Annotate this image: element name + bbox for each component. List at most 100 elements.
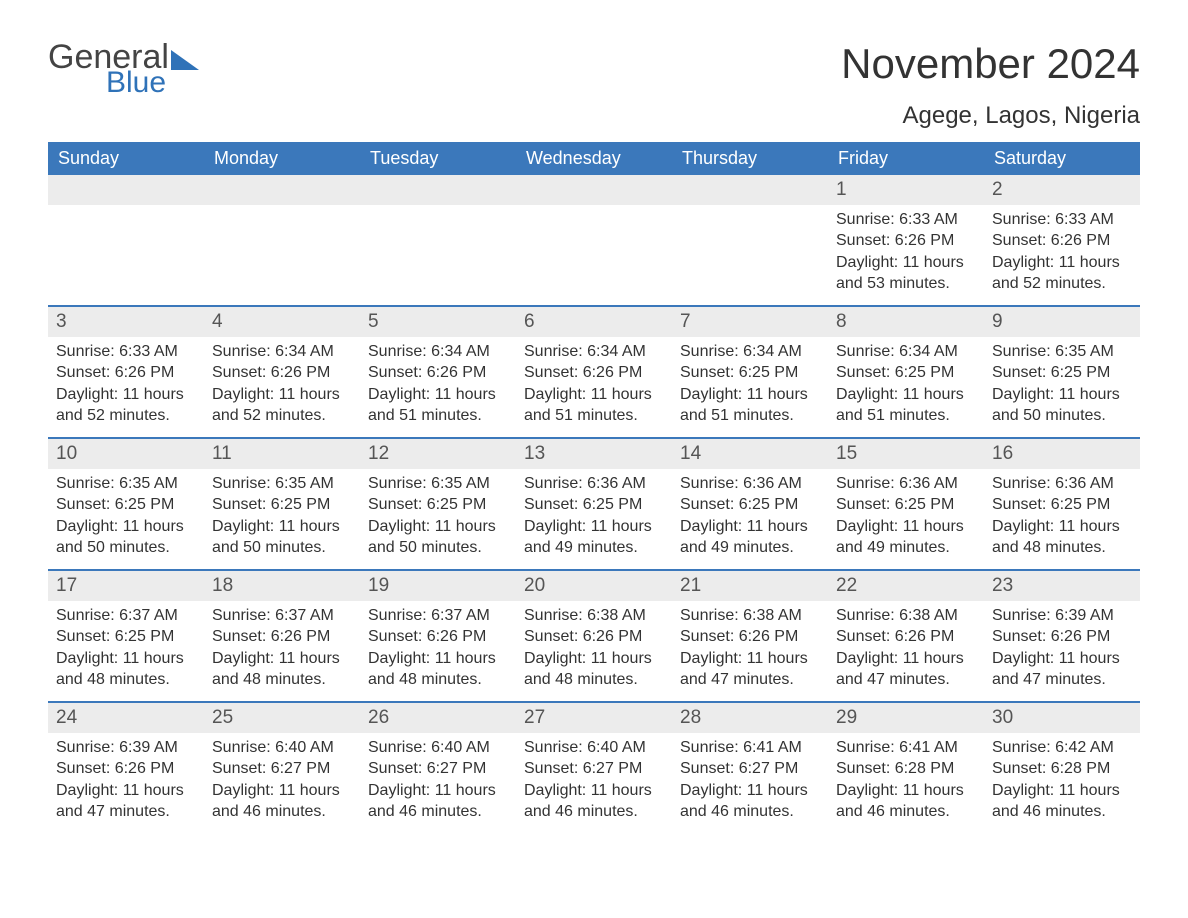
day-cell-6: 6Sunrise: 6:34 AMSunset: 6:26 PMDaylight… — [516, 307, 672, 437]
brand-blue: Blue — [106, 68, 199, 98]
day-cell-4: 4Sunrise: 6:34 AMSunset: 6:26 PMDaylight… — [204, 307, 360, 437]
sunrise-text: Sunrise: 6:34 AM — [212, 341, 352, 363]
day-empty — [48, 175, 204, 305]
sunrise-text: Sunrise: 6:40 AM — [212, 737, 352, 759]
day-body: Sunrise: 6:35 AMSunset: 6:25 PMDaylight:… — [204, 469, 360, 569]
daylight-text: Daylight: 11 hours and 46 minutes. — [212, 780, 352, 823]
day-number: 6 — [516, 307, 672, 337]
daylight-text: Daylight: 11 hours and 48 minutes. — [524, 648, 664, 691]
sunset-text: Sunset: 6:25 PM — [56, 494, 196, 516]
day-body: Sunrise: 6:34 AMSunset: 6:26 PMDaylight:… — [516, 337, 672, 437]
calendar: SundayMondayTuesdayWednesdayThursdayFrid… — [48, 142, 1140, 833]
sunset-text: Sunset: 6:25 PM — [992, 362, 1132, 384]
day-cell-27: 27 Sunrise: 6:40 AMSunset: 6:27 PMDayligh… — [516, 703, 672, 833]
sunrise-text: Sunrise: 6:40 AM — [524, 737, 664, 759]
daylight-text: Daylight: 11 hours and 46 minutes. — [836, 780, 976, 823]
day-body: Sunrise: 6:36 AMSunset: 6:25 PMDaylight:… — [516, 469, 672, 569]
day-body: Sunrise: 6:35 AMSunset: 6:25 PMDaylight:… — [360, 469, 516, 569]
sunrise-text: Sunrise: 6:39 AM — [992, 605, 1132, 627]
day-number: 18 — [204, 571, 360, 601]
day-empty — [204, 175, 360, 305]
daylight-text: Daylight: 11 hours and 49 minutes. — [680, 516, 820, 559]
day-body: Sunrise: 6:40 AMSunset: 6:27 PMDaylight:… — [204, 733, 360, 833]
daylight-text: Daylight: 11 hours and 50 minutes. — [992, 384, 1132, 427]
daylight-text: Daylight: 11 hours and 46 minutes. — [680, 780, 820, 823]
day-number: 7 — [672, 307, 828, 337]
sunrise-text: Sunrise: 6:38 AM — [524, 605, 664, 627]
day-body: Sunrise: 6:36 AMSunset: 6:25 PMDaylight:… — [672, 469, 828, 569]
sunrise-text: Sunrise: 6:34 AM — [836, 341, 976, 363]
day-number: 24 — [48, 703, 204, 733]
daylight-text: Daylight: 11 hours and 51 minutes. — [680, 384, 820, 427]
daylight-text: Daylight: 11 hours and 47 minutes. — [56, 780, 196, 823]
sunrise-text: Sunrise: 6:34 AM — [524, 341, 664, 363]
day-number: 21 — [672, 571, 828, 601]
weekday-wednesday: Wednesday — [516, 142, 672, 175]
day-body: Sunrise: 6:40 AMSunset: 6:27 PMDaylight:… — [360, 733, 516, 833]
day-number: 14 — [672, 439, 828, 469]
daylight-text: Daylight: 11 hours and 51 minutes. — [524, 384, 664, 427]
daylight-text: Daylight: 11 hours and 50 minutes. — [368, 516, 508, 559]
day-body: Sunrise: 6:38 AMSunset: 6:26 PMDaylight:… — [828, 601, 984, 701]
brand-sail-icon — [171, 50, 199, 70]
sunset-text: Sunset: 6:28 PM — [836, 758, 976, 780]
daylight-text: Daylight: 11 hours and 49 minutes. — [836, 516, 976, 559]
sunrise-text: Sunrise: 6:34 AM — [368, 341, 508, 363]
day-cell-22: 22Sunrise: 6:38 AMSunset: 6:26 PMDayligh… — [828, 571, 984, 701]
day-number — [516, 175, 672, 205]
day-number: 12 — [360, 439, 516, 469]
page-title: November 2024 — [841, 40, 1140, 88]
day-cell-9: 9Sunrise: 6:35 AMSunset: 6:25 PMDaylight… — [984, 307, 1140, 437]
sunrise-text: Sunrise: 6:33 AM — [836, 209, 976, 231]
day-cell-10: 10Sunrise: 6:35 AMSunset: 6:25 PMDayligh… — [48, 439, 204, 569]
weekday-thursday: Thursday — [672, 142, 828, 175]
sunset-text: Sunset: 6:26 PM — [524, 362, 664, 384]
day-number: 2 — [984, 175, 1140, 205]
daylight-text: Daylight: 11 hours and 51 minutes. — [836, 384, 976, 427]
sunrise-text: Sunrise: 6:36 AM — [992, 473, 1132, 495]
day-number — [672, 175, 828, 205]
day-cell-25: 25Sunrise: 6:40 AMSunset: 6:27 PMDayligh… — [204, 703, 360, 833]
day-cell-29: 29Sunrise: 6:41 AMSunset: 6:28 PMDayligh… — [828, 703, 984, 833]
sunrise-text: Sunrise: 6:33 AM — [56, 341, 196, 363]
daylight-text: Daylight: 11 hours and 51 minutes. — [368, 384, 508, 427]
day-number — [204, 175, 360, 205]
day-number: 25 — [204, 703, 360, 733]
day-cell-28: 28Sunrise: 6:41 AMSunset: 6:27 PMDayligh… — [672, 703, 828, 833]
day-body: Sunrise: 6:35 AMSunset: 6:25 PMDaylight:… — [984, 337, 1140, 437]
sunset-text: Sunset: 6:27 PM — [680, 758, 820, 780]
week-row: 10Sunrise: 6:35 AMSunset: 6:25 PMDayligh… — [48, 437, 1140, 569]
daylight-text: Daylight: 11 hours and 46 minutes. — [524, 780, 664, 823]
sunrise-text: Sunrise: 6:36 AM — [836, 473, 976, 495]
sunrise-text: Sunrise: 6:37 AM — [212, 605, 352, 627]
day-cell-20: 20Sunrise: 6:38 AMSunset: 6:26 PMDayligh… — [516, 571, 672, 701]
sunset-text: Sunset: 6:27 PM — [524, 758, 664, 780]
daylight-text: Daylight: 11 hours and 50 minutes. — [56, 516, 196, 559]
day-body: Sunrise: 6:38 AMSunset: 6:26 PMDaylight:… — [672, 601, 828, 701]
sunrise-text: Sunrise: 6:36 AM — [524, 473, 664, 495]
day-cell-21: 21Sunrise: 6:38 AMSunset: 6:26 PMDayligh… — [672, 571, 828, 701]
week-row: 3Sunrise: 6:33 AMSunset: 6:26 PMDaylight… — [48, 305, 1140, 437]
sunrise-text: Sunrise: 6:38 AM — [680, 605, 820, 627]
sunset-text: Sunset: 6:27 PM — [212, 758, 352, 780]
sunrise-text: Sunrise: 6:35 AM — [56, 473, 196, 495]
week-row: 1Sunrise: 6:33 AMSunset: 6:26 PMDaylight… — [48, 175, 1140, 305]
sunrise-text: Sunrise: 6:35 AM — [212, 473, 352, 495]
sunrise-text: Sunrise: 6:41 AM — [680, 737, 820, 759]
day-body: Sunrise: 6:34 AMSunset: 6:25 PMDaylight:… — [828, 337, 984, 437]
daylight-text: Daylight: 11 hours and 52 minutes. — [56, 384, 196, 427]
day-number: 27 — [516, 703, 672, 733]
daylight-text: Daylight: 11 hours and 48 minutes. — [992, 516, 1132, 559]
sunset-text: Sunset: 6:26 PM — [368, 362, 508, 384]
daylight-text: Daylight: 11 hours and 47 minutes. — [992, 648, 1132, 691]
day-number: 19 — [360, 571, 516, 601]
day-number: 23 — [984, 571, 1140, 601]
weekday-header-row: SundayMondayTuesdayWednesdayThursdayFrid… — [48, 142, 1140, 175]
daylight-text: Daylight: 11 hours and 47 minutes. — [680, 648, 820, 691]
sunset-text: Sunset: 6:26 PM — [56, 362, 196, 384]
day-cell-26: 26Sunrise: 6:40 AMSunset: 6:27 PMDayligh… — [360, 703, 516, 833]
day-cell-1: 1Sunrise: 6:33 AMSunset: 6:26 PMDaylight… — [828, 175, 984, 305]
sunset-text: Sunset: 6:25 PM — [992, 494, 1132, 516]
sunset-text: Sunset: 6:26 PM — [212, 626, 352, 648]
weekday-friday: Friday — [828, 142, 984, 175]
